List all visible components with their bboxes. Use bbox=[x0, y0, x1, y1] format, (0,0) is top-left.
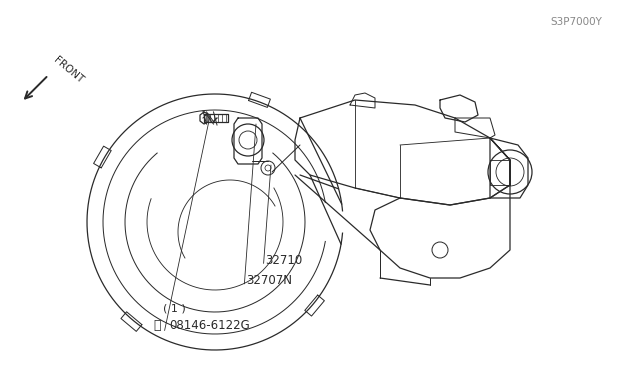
Text: 08146-6122G: 08146-6122G bbox=[170, 319, 250, 332]
Text: FRONT: FRONT bbox=[52, 55, 85, 85]
Text: 32710: 32710 bbox=[266, 254, 303, 267]
Text: Ⓢ: Ⓢ bbox=[154, 319, 161, 332]
Text: S3P7000Y: S3P7000Y bbox=[550, 17, 602, 26]
Text: 32707N: 32707N bbox=[246, 275, 292, 287]
Text: ( 1 ): ( 1 ) bbox=[163, 303, 186, 313]
